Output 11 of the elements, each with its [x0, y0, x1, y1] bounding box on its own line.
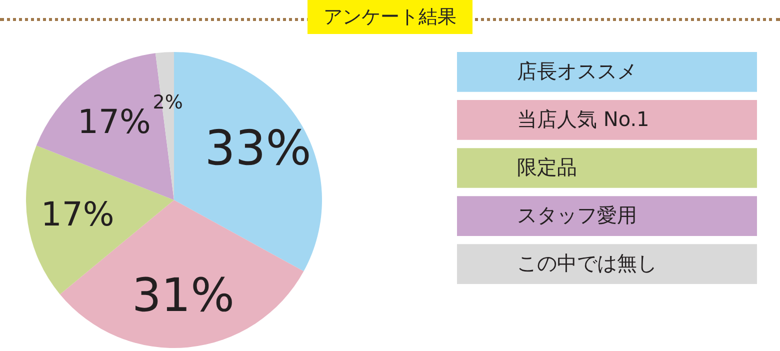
- legend-label: 店長オススメ: [517, 58, 637, 83]
- data-label: 17%: [77, 102, 151, 141]
- legend-label: この中では無し: [517, 251, 657, 276]
- legend-label: 当店人気 No.1: [517, 106, 650, 131]
- data-label: 31%: [132, 268, 234, 322]
- legend-label: スタッフ愛用: [517, 203, 637, 228]
- data-label: 17%: [40, 194, 114, 234]
- legend-label: 限定品: [517, 155, 577, 179]
- data-label: 2%: [152, 92, 183, 114]
- data-label: 33%: [204, 120, 312, 176]
- chart-title: アンケート結果: [308, 0, 472, 34]
